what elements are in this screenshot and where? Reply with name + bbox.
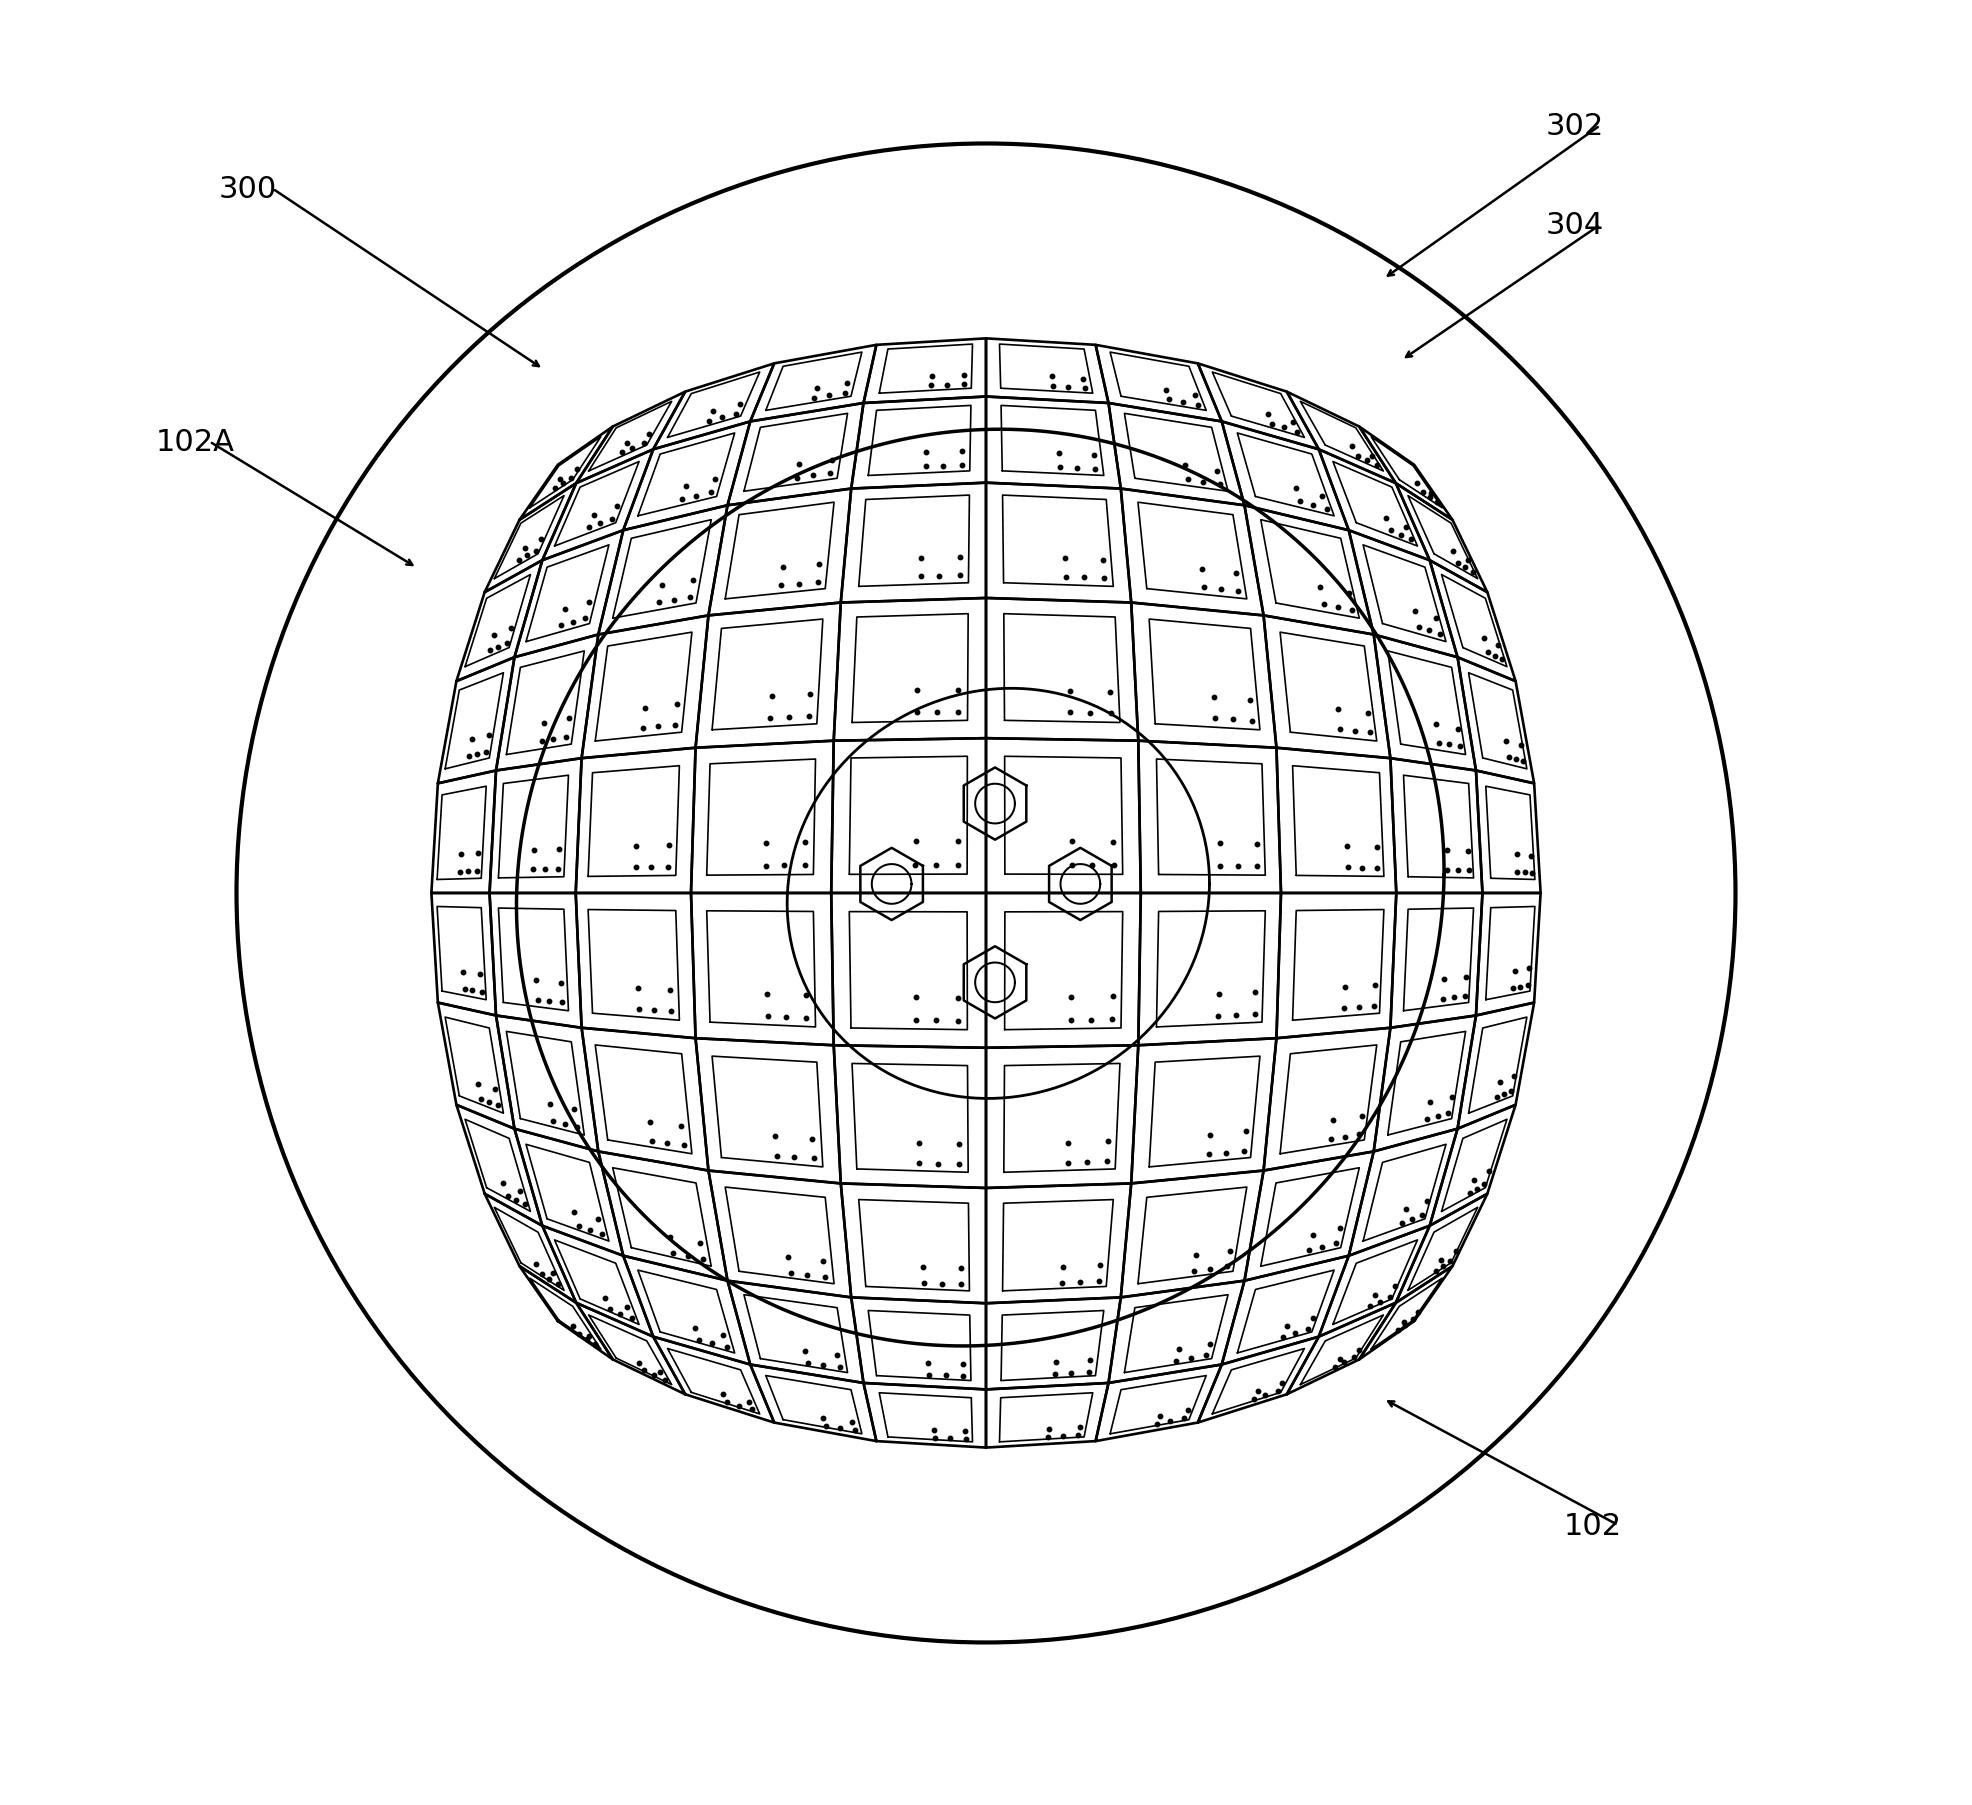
Text: 300: 300 <box>219 175 276 204</box>
Text: 102A: 102A <box>156 428 235 457</box>
Text: 102: 102 <box>1564 1511 1623 1540</box>
Text: 304: 304 <box>1546 211 1603 240</box>
Text: 302: 302 <box>1546 112 1603 141</box>
